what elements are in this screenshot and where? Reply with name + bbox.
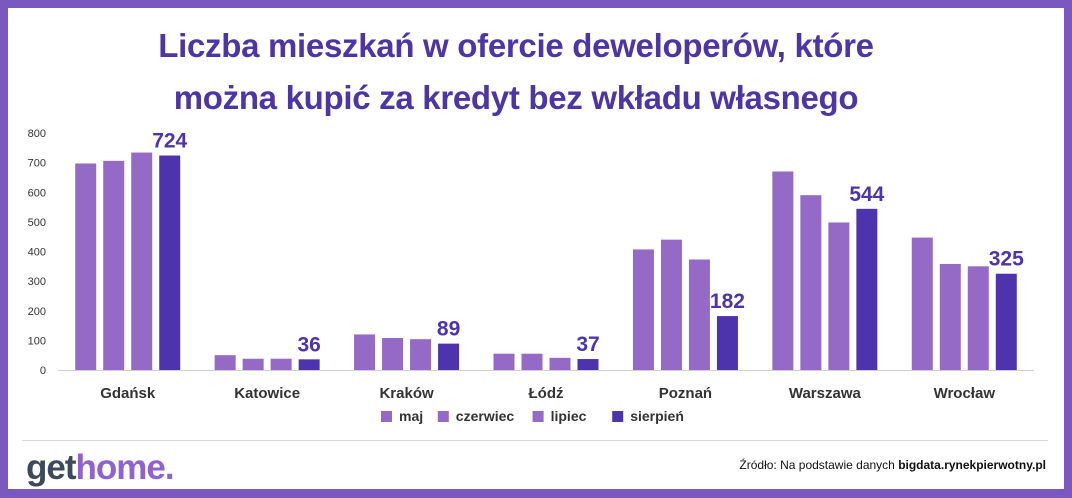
- bar-sierpień: [438, 343, 460, 370]
- y-tick-label: 600: [28, 187, 46, 199]
- category-label: Łódź: [529, 385, 564, 402]
- bar-maj: [354, 334, 376, 370]
- legend-swatch: [612, 411, 624, 422]
- bar-lipiec: [270, 358, 292, 370]
- bar-lipiec: [410, 339, 432, 370]
- legend-swatch: [381, 411, 392, 422]
- bar-lipiec: [828, 222, 850, 370]
- chart-title: Liczba mieszkań w ofercie deweloperów, k…: [0, 20, 1032, 124]
- bar-lipiec: [549, 357, 571, 370]
- bar-sierpień: [298, 359, 320, 370]
- data-label: 37: [576, 333, 599, 356]
- y-tick-label: 200: [28, 306, 46, 318]
- bar-czerwiec: [382, 338, 404, 370]
- bar-czerwiec: [521, 353, 543, 370]
- bar-chart: 0 100 200 300 400 500 600 700 800 724 Gdańsk 36 Kato…: [28, 128, 1034, 424]
- bar-sierpień: [159, 155, 181, 370]
- y-tick-label: 0: [40, 365, 46, 377]
- source-site: bigdata.rynekpierwotny.pl: [898, 458, 1046, 472]
- data-label: 724: [152, 130, 187, 153]
- data-label: 325: [989, 248, 1024, 271]
- bar-maj: [632, 249, 654, 370]
- bar-maj: [75, 163, 97, 370]
- y-tick-label: 500: [28, 217, 46, 229]
- footer-divider: [22, 440, 1048, 441]
- bar-maj: [493, 353, 515, 370]
- y-tick-label: 300: [28, 276, 46, 288]
- data-label: 182: [710, 290, 745, 313]
- legend-label: sierpień: [630, 408, 684, 424]
- legend-label: maj: [399, 408, 423, 424]
- category-label: Katowice: [234, 385, 300, 402]
- y-tick-label: 700: [28, 158, 46, 170]
- data-label: 544: [849, 183, 884, 206]
- category-label: Poznań: [659, 385, 712, 402]
- gethome-logo: gethome.: [26, 446, 175, 490]
- legend-label: lipiec: [551, 408, 587, 424]
- chart-title-line-1: Liczba mieszkań w ofercie deweloperów, k…: [158, 27, 874, 64]
- y-tick-label: 800: [28, 128, 46, 140]
- logo-text-get: get: [26, 448, 76, 487]
- chart-title-line-2: można kupić za kredyt bez wkładu własneg…: [173, 79, 859, 116]
- y-tick-label: 100: [28, 335, 46, 347]
- category-label: Warszawa: [789, 385, 862, 402]
- bar-czerwiec: [800, 195, 822, 370]
- data-label: 36: [297, 333, 320, 356]
- bar-sierpień: [716, 316, 738, 370]
- bar-sierpień: [995, 273, 1017, 370]
- category-label: Wrocław: [934, 385, 996, 402]
- bar-maj: [772, 171, 794, 370]
- bar-czerwiec: [939, 263, 961, 370]
- logo-text-home: home.: [75, 448, 175, 487]
- bar-lipiec: [967, 266, 989, 370]
- bar-sierpień: [856, 208, 878, 370]
- bar-maj: [214, 355, 236, 370]
- bar-lipiec: [688, 259, 710, 370]
- category-label: Gdańsk: [100, 385, 156, 402]
- bar-czerwiec: [103, 160, 125, 370]
- y-tick-label: 400: [28, 247, 46, 259]
- category-label: Kraków: [379, 385, 434, 402]
- legend-swatch: [532, 411, 544, 422]
- bar-maj: [911, 237, 933, 370]
- bar-sierpień: [577, 359, 599, 370]
- source-prefix: Źródło: Na podstawie danych: [739, 458, 895, 472]
- data-label: 89: [437, 318, 460, 341]
- legend-swatch: [437, 411, 449, 422]
- bar-czerwiec: [660, 239, 682, 370]
- source-note: Źródło: Na podstawie danych bigdata.ryne…: [739, 458, 1046, 472]
- bar-czerwiec: [242, 358, 264, 370]
- bar-lipiec: [131, 152, 153, 370]
- legend-label: czerwiec: [456, 408, 515, 424]
